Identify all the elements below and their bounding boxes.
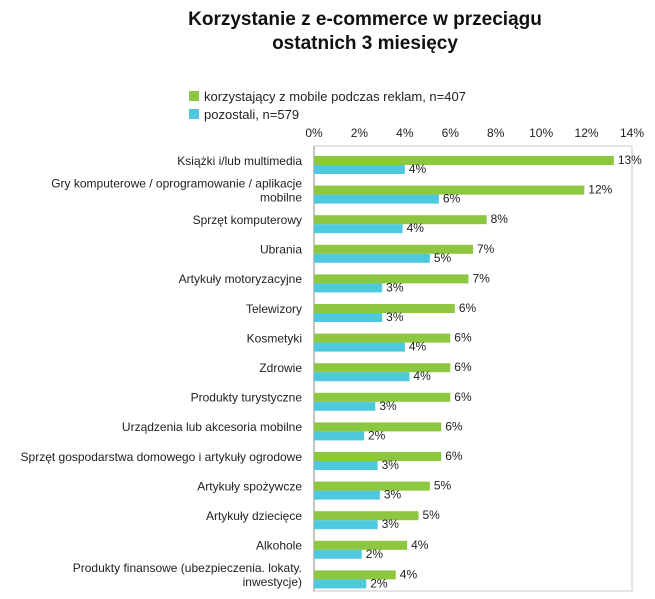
- bar-mobile-users: [314, 452, 442, 461]
- data-label: 3%: [384, 488, 402, 502]
- bar-others: [314, 165, 405, 174]
- data-label: 6%: [454, 390, 472, 404]
- category-label: mobilne: [260, 190, 302, 204]
- data-label: 12%: [588, 183, 612, 197]
- data-label: 4%: [409, 162, 427, 176]
- data-label: 6%: [443, 192, 461, 206]
- bar-mobile-users: [314, 274, 469, 284]
- x-tick-label: 0%: [305, 126, 323, 140]
- bar-mobile-users: [314, 363, 451, 373]
- bar-mobile-users: [314, 570, 396, 580]
- x-axis: 0% 2% 4% 6% 8% 10% 12% 14%: [305, 126, 644, 140]
- x-tick-label: 2%: [351, 126, 369, 140]
- bar-others: [314, 579, 367, 589]
- bar-others: [314, 520, 378, 530]
- bar-mobile-users: [314, 481, 430, 491]
- bar-mobile-users: [314, 304, 455, 313]
- bar-mobile-users: [314, 392, 451, 402]
- bar-mobile-users: [314, 333, 451, 343]
- category-labels: Książki i/lub multimedia Gry komputerowe …: [21, 154, 303, 589]
- data-label: 3%: [386, 310, 404, 324]
- category-label: Artykuły dziecięce: [206, 509, 302, 523]
- legend-swatch-2: [189, 109, 199, 119]
- data-label: 3%: [386, 280, 404, 294]
- data-label: 3%: [382, 458, 400, 472]
- legend: korzystający z mobile podczas reklam, n=…: [189, 89, 466, 122]
- data-label: 6%: [445, 449, 463, 463]
- category-label: Artykuły spożywcze: [197, 479, 302, 493]
- data-label: 4%: [413, 369, 431, 383]
- data-label: 5%: [434, 251, 452, 265]
- data-label: 6%: [454, 331, 472, 345]
- data-label: 4%: [411, 538, 429, 552]
- category-label: Sprzęt komputerowy: [193, 213, 302, 227]
- bar-others: [314, 490, 380, 500]
- bar-others: [314, 253, 430, 263]
- category-label: Artykuły motoryzacyjne: [179, 272, 303, 286]
- data-label: 8%: [491, 212, 509, 226]
- category-label: Gry komputerowe / oprogramowanie / aplik…: [51, 176, 302, 190]
- category-label: Sprzęt gospodarstwa domowego i artykuły …: [21, 450, 303, 464]
- category-label: Telewizory: [246, 302, 302, 316]
- legend-swatch-1: [189, 91, 199, 101]
- data-label: 6%: [454, 360, 472, 374]
- category-label: Książki i/lub multimedia: [177, 154, 302, 168]
- bar-others: [314, 224, 403, 234]
- bar-mobile-users: [314, 244, 473, 254]
- category-label: Produkty finansowe (ubezpieczenia. lokat…: [73, 561, 302, 575]
- data-label: 4%: [409, 340, 427, 354]
- data-label: 4%: [407, 221, 425, 235]
- data-label: 4%: [400, 567, 418, 581]
- bar-others: [314, 461, 378, 470]
- data-label: 3%: [379, 399, 397, 413]
- data-label: 13%: [618, 153, 642, 167]
- legend-label-1: korzystający z mobile podczas reklam, n=…: [204, 89, 466, 104]
- category-label: Produkty turystyczne: [191, 391, 303, 405]
- category-label: inwestycje): [243, 575, 302, 589]
- bar-others: [314, 431, 364, 441]
- data-label: 6%: [445, 419, 463, 433]
- data-labels: 13% 4% 12% 6% 8% 4% 7% 5% 7% 3% 6% 3% 6% 4% 6% 4% 6% 3% 6%…: [366, 153, 642, 590]
- chart-title-line-1: Korzystanie z e-commerce w przeciągu: [188, 9, 542, 30]
- bar-others: [314, 549, 362, 559]
- data-label: 3%: [382, 517, 400, 531]
- x-tick-label: 10%: [529, 126, 553, 140]
- data-label: 2%: [368, 428, 386, 442]
- bar-mobile-users: [314, 511, 419, 521]
- bar-others: [314, 372, 410, 382]
- bar-mobile-users: [314, 185, 585, 195]
- bar-others: [314, 313, 383, 322]
- bar-others: [314, 194, 439, 204]
- data-label: 2%: [370, 576, 388, 590]
- bars: [314, 156, 614, 589]
- bar-mobile-users: [314, 215, 487, 225]
- bar-mobile-users: [314, 156, 614, 165]
- data-label: 5%: [434, 479, 452, 493]
- data-label: 6%: [459, 301, 477, 315]
- x-tick-label: 6%: [442, 126, 460, 140]
- category-label: Alkohole: [256, 539, 302, 553]
- category-label: Urządzenia lub akcesoria mobilne: [122, 420, 302, 434]
- x-tick-label: 14%: [620, 126, 644, 140]
- category-label: Kosmetyki: [247, 331, 302, 345]
- data-label: 7%: [472, 271, 490, 285]
- bar-others: [314, 342, 405, 352]
- data-label: 2%: [366, 547, 384, 561]
- bar-others: [314, 283, 383, 293]
- data-label: 7%: [477, 242, 495, 256]
- bar-mobile-users: [314, 540, 408, 550]
- legend-label-2: pozostali, n=579: [204, 107, 299, 122]
- bar-others: [314, 401, 376, 411]
- x-tick-label: 4%: [396, 126, 414, 140]
- data-label: 5%: [422, 508, 440, 522]
- bar-mobile-users: [314, 422, 442, 432]
- chart-title-line-2: ostatnich 3 miesięcy: [272, 33, 458, 54]
- category-label: Zdrowie: [259, 361, 302, 375]
- x-tick-label: 12%: [575, 126, 599, 140]
- category-label: Ubrania: [260, 243, 302, 257]
- x-tick-label: 8%: [487, 126, 505, 140]
